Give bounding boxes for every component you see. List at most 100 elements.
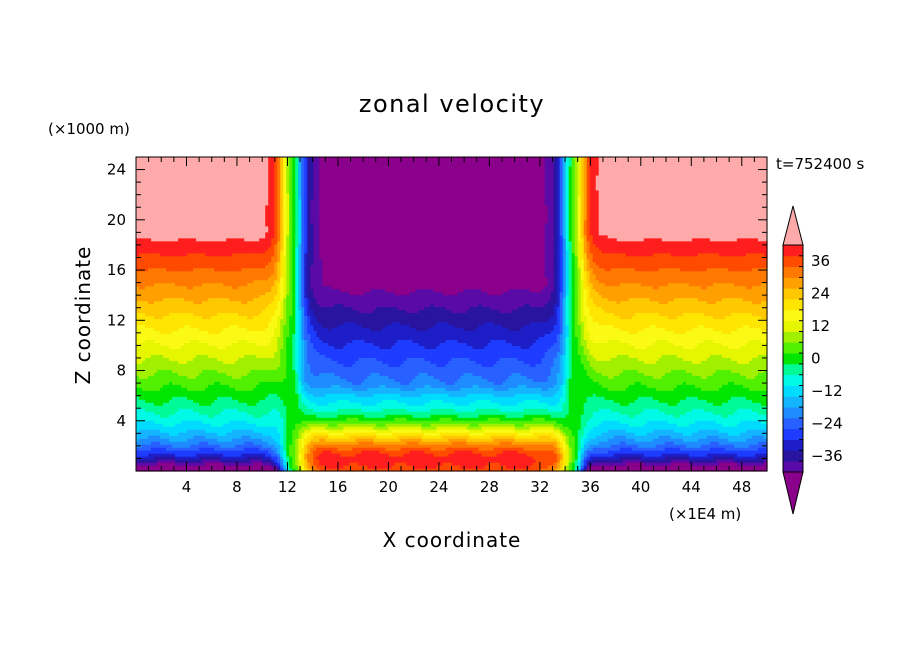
field-cell bbox=[523, 468, 528, 472]
field-cell bbox=[523, 426, 528, 430]
field-cell bbox=[148, 447, 152, 451]
field-cell bbox=[541, 447, 546, 451]
field-cell bbox=[397, 423, 402, 427]
field-cell bbox=[406, 459, 411, 463]
field-cell bbox=[754, 417, 759, 421]
field-cell bbox=[487, 417, 492, 421]
field-cell bbox=[685, 450, 690, 454]
field-cell bbox=[502, 417, 507, 421]
field-cell bbox=[394, 414, 399, 418]
field-cell bbox=[481, 453, 486, 457]
field-cell bbox=[337, 420, 341, 424]
field-cell bbox=[562, 450, 567, 454]
field-cell bbox=[367, 426, 371, 430]
field-cell bbox=[694, 438, 699, 442]
field-cell bbox=[289, 432, 293, 436]
field-cell bbox=[397, 414, 402, 418]
field-cell bbox=[571, 444, 576, 448]
field-cell bbox=[304, 450, 308, 454]
field-cell bbox=[538, 468, 543, 472]
field-cell bbox=[223, 450, 227, 454]
field-cell bbox=[322, 453, 326, 457]
field-cell bbox=[376, 468, 380, 472]
field-cell bbox=[691, 453, 696, 457]
field-cell bbox=[370, 423, 374, 427]
field-cell bbox=[764, 456, 768, 460]
field-cell bbox=[616, 423, 621, 427]
field-cell bbox=[439, 447, 444, 451]
field-cell bbox=[709, 444, 714, 448]
field-cell bbox=[703, 417, 708, 421]
field-cell bbox=[382, 447, 386, 451]
field-cell bbox=[313, 420, 317, 424]
field-cell bbox=[271, 429, 275, 433]
field-cell bbox=[655, 444, 660, 448]
field-cell bbox=[232, 423, 236, 427]
field-cell bbox=[412, 426, 417, 430]
field-cell bbox=[682, 468, 687, 472]
field-cell bbox=[712, 441, 717, 445]
field-cell bbox=[691, 468, 696, 472]
field-cell bbox=[412, 435, 417, 439]
field-cell bbox=[199, 459, 203, 463]
field-cell bbox=[655, 426, 660, 430]
field-cell bbox=[493, 417, 498, 421]
field-cell bbox=[298, 435, 302, 439]
field-cell bbox=[688, 450, 693, 454]
field-cell bbox=[745, 444, 750, 448]
field-cell bbox=[649, 453, 654, 457]
field-cell bbox=[532, 420, 537, 424]
field-cell bbox=[583, 423, 588, 427]
field-cell bbox=[682, 444, 687, 448]
field-cell bbox=[544, 468, 549, 472]
field-cell bbox=[670, 420, 675, 424]
field-cell bbox=[235, 429, 239, 433]
field-cell bbox=[676, 438, 681, 442]
field-cell bbox=[676, 444, 681, 448]
field-cell bbox=[316, 450, 320, 454]
field-cell bbox=[559, 435, 564, 439]
field-cell bbox=[238, 462, 242, 466]
field-cell bbox=[634, 417, 639, 421]
field-cell bbox=[655, 441, 660, 445]
field-cell bbox=[502, 414, 507, 418]
field-cell bbox=[673, 438, 678, 442]
field-cell bbox=[526, 465, 531, 469]
field-cell bbox=[562, 456, 567, 460]
field-cell bbox=[214, 462, 218, 466]
field-cell bbox=[394, 429, 399, 433]
field-cell bbox=[514, 438, 519, 442]
field-cell bbox=[430, 420, 435, 424]
field-cell bbox=[760, 450, 765, 454]
field-cell bbox=[643, 414, 648, 418]
field-cell bbox=[664, 453, 669, 457]
field-cell bbox=[277, 468, 281, 472]
field-cell bbox=[715, 420, 720, 424]
field-cell bbox=[589, 438, 594, 442]
field-cell bbox=[610, 459, 615, 463]
field-cell bbox=[295, 414, 299, 418]
field-cell bbox=[745, 417, 750, 421]
field-cell bbox=[541, 426, 546, 430]
field-cell bbox=[442, 423, 447, 427]
field-cell bbox=[325, 465, 329, 469]
field-cell bbox=[391, 456, 395, 460]
field-cell bbox=[217, 450, 221, 454]
field-cell bbox=[331, 435, 335, 439]
field-cell bbox=[139, 450, 143, 454]
field-cell bbox=[619, 447, 624, 451]
field-cell bbox=[307, 438, 311, 442]
field-cell bbox=[679, 465, 684, 469]
field-cell bbox=[436, 456, 441, 460]
field-cell bbox=[742, 453, 747, 457]
field-cell bbox=[445, 450, 450, 454]
field-cell bbox=[352, 435, 356, 439]
field-cell bbox=[205, 468, 209, 472]
field-cell bbox=[136, 453, 140, 457]
field-cell bbox=[658, 441, 663, 445]
field-cell bbox=[652, 417, 657, 421]
field-cell bbox=[208, 444, 212, 448]
field-cell bbox=[205, 456, 209, 460]
field-cell bbox=[325, 468, 329, 472]
field-cell bbox=[742, 447, 747, 451]
